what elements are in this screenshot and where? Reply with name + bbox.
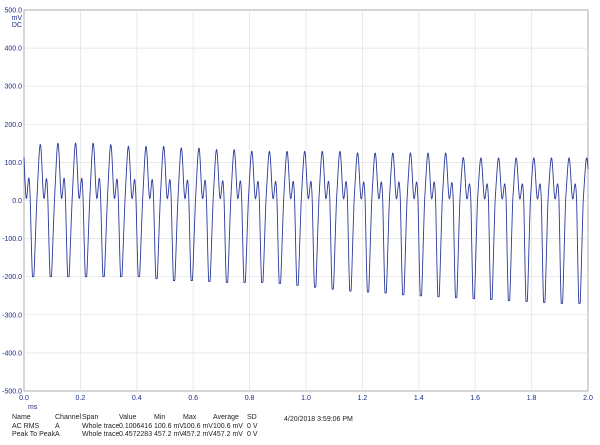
measurement-row[interactable]: Peak To Peak A Whole trace 0.4572283 457… xyxy=(12,431,267,440)
measurements-table: Name Channel Span Value Min Max Average … xyxy=(12,414,267,440)
x-tick-label: 1.4 xyxy=(414,395,424,402)
x-tick-label: 0.0 xyxy=(19,395,29,402)
y-tick-label: 300.0 xyxy=(4,84,22,91)
measurement-name: Peak To Peak xyxy=(12,431,56,438)
header-value: Value xyxy=(119,414,137,421)
header-span: Span xyxy=(82,414,99,421)
header-name: Name xyxy=(12,414,31,421)
measurement-value: 0.1006416 xyxy=(119,422,153,430)
measurement-name: AC RMS xyxy=(12,422,40,430)
y-tick-label: -300.0 xyxy=(2,312,22,319)
waveform-trace xyxy=(23,142,589,304)
measurements-header: Name Channel Span Value Min Max Average … xyxy=(12,414,267,423)
x-tick-label: 1.8 xyxy=(527,395,537,402)
measurement-max: 457.2 mV xyxy=(183,431,213,438)
measurement-average: 100.6 mV xyxy=(213,422,243,430)
header-sd: SD xyxy=(247,414,257,421)
x-tick-label: 1.0 xyxy=(301,395,311,402)
measurement-sd: 0 V xyxy=(247,422,258,430)
measurement-min: 457.2 mV xyxy=(154,431,184,438)
x-tick-label: 0.4 xyxy=(132,395,142,402)
oscilloscope-plot: 500.0 400.0 300.0 200.0 100.0 0.0 -100.0 -200.0… xyxy=(2,8,593,403)
coupling-label: DC xyxy=(11,22,22,29)
header-channel: Channel xyxy=(55,414,82,421)
x-tick-label: 0.2 xyxy=(76,395,86,402)
measurement-channel: A xyxy=(55,422,60,430)
measurement-channel: A xyxy=(55,431,60,438)
x-tick-label: 0.8 xyxy=(245,395,255,402)
measurement-sd: 0 V xyxy=(247,431,258,438)
x-tick-label: 1.2 xyxy=(358,395,368,402)
header-min: Min xyxy=(154,414,166,421)
y-tick-label: -100.0 xyxy=(2,236,22,243)
measurement-span: Whole trace xyxy=(82,422,120,430)
y-unit-label: mV xyxy=(11,15,23,22)
measurement-row[interactable]: AC RMS A Whole trace 0.1006416 100.6 mV … xyxy=(12,423,267,432)
timestamp: 4/20/2018 3:59:06 PM xyxy=(284,416,353,423)
y-tick-label: 400.0 xyxy=(4,46,22,53)
y-tick-label: 100.0 xyxy=(4,160,22,167)
y-tick-label: -400.0 xyxy=(2,350,22,357)
x-tick-label: 0.6 xyxy=(188,395,198,402)
header-average: Average xyxy=(213,414,239,421)
y-tick-label: -500.0 xyxy=(2,389,22,396)
measurement-value: 0.4572283 xyxy=(119,431,153,438)
x-axis-ticks: 0.0 0.2 0.4 0.6 0.8 1.0 1.2 1.4 1.6 1.8 2.0 xyxy=(19,395,593,402)
measurement-max: 100.6 mV xyxy=(183,422,213,430)
measurement-average: 457.2 mV xyxy=(213,431,243,438)
x-tick-label: 1.6 xyxy=(470,395,480,402)
y-axis-ticks: 500.0 400.0 300.0 200.0 100.0 0.0 -100.0 -200.0… xyxy=(2,8,22,396)
y-tick-label: -200.0 xyxy=(2,274,22,281)
y-tick-label: 200.0 xyxy=(4,122,22,129)
x-unit-label: ms xyxy=(28,404,38,411)
y-tick-label: 0.0 xyxy=(12,198,22,205)
y-tick-label: 500.0 xyxy=(4,8,22,15)
measurement-min: 100.6 mV xyxy=(154,422,184,430)
header-max: Max xyxy=(183,414,197,421)
x-tick-label: 2.0 xyxy=(583,395,593,402)
measurement-span: Whole trace xyxy=(82,431,120,438)
